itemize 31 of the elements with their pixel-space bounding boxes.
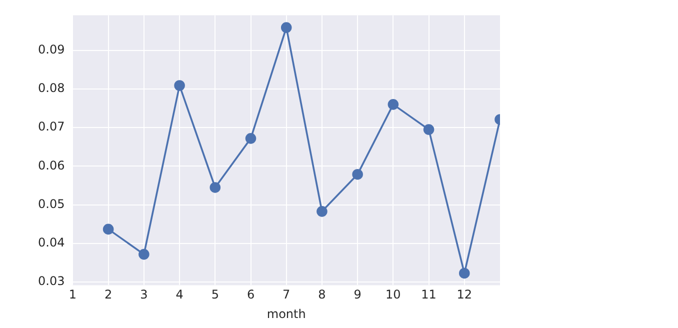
point — [352, 168, 363, 180]
x-tick-label: 4 — [176, 288, 184, 302]
x-tick-label: 7 — [282, 288, 290, 302]
x-tick-label: 2 — [104, 288, 112, 302]
point — [388, 99, 399, 110]
point — [102, 224, 114, 235]
point — [458, 268, 470, 279]
point — [280, 22, 292, 33]
y-tick-label: 0.08 — [38, 81, 65, 96]
x-tick-label: 8 — [318, 288, 326, 302]
point — [210, 182, 221, 193]
point — [316, 206, 328, 217]
x-tick-label: 5 — [211, 288, 219, 302]
point — [423, 124, 434, 135]
x-tick-label: 3 — [140, 288, 148, 302]
x-tick-label: 9 — [354, 288, 362, 302]
point — [245, 133, 256, 144]
y-tick-label: 0.03 — [38, 274, 65, 288]
x-tick-label: 10 — [386, 288, 401, 302]
x-axis-title: month — [266, 306, 306, 321]
x-tick-label: 6 — [246, 288, 255, 302]
point — [174, 80, 185, 91]
y-tick-label: 0.09 — [38, 42, 65, 56]
y-tick-label: 0.06 — [38, 158, 65, 172]
x-tick-label: 11 — [421, 288, 436, 302]
y-tick-label: 0.04 — [38, 236, 65, 250]
point — [138, 248, 150, 260]
x-tick-label: 1 — [68, 288, 77, 302]
x-tick-label: 12 — [456, 288, 472, 302]
y-tick-label: 0.07 — [38, 120, 65, 134]
y-tick-label: 0.05 — [38, 196, 65, 211]
